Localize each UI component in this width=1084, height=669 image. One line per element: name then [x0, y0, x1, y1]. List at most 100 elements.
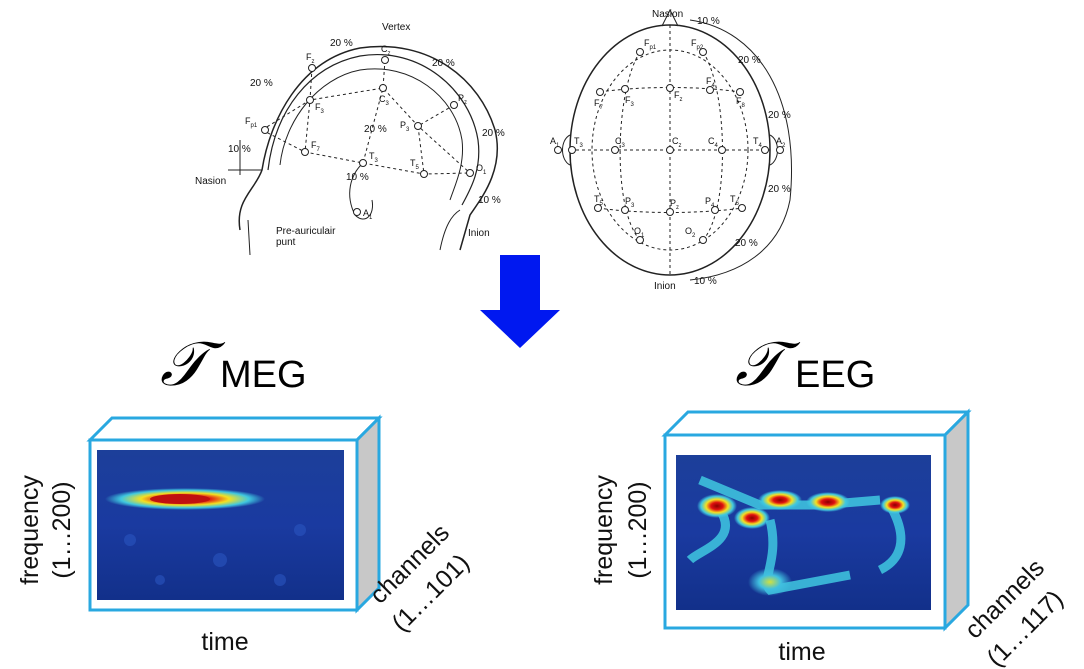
- electrode: [302, 149, 309, 156]
- electrode-sub: 2: [692, 233, 696, 239]
- electrode-label: P3: [400, 120, 410, 133]
- electrode-sub: z: [680, 97, 683, 103]
- electrode: [421, 171, 428, 178]
- electrode-sub: 3: [631, 102, 635, 108]
- electrode-sub: z: [676, 205, 679, 211]
- electrode-label: F3: [315, 102, 325, 115]
- electrode-sub: p2: [697, 45, 704, 51]
- inion-label: Inion: [468, 228, 490, 239]
- electrode-sub: 3: [622, 143, 626, 149]
- electrode-label: Fp1: [245, 116, 258, 129]
- electrode-sub: 3: [631, 203, 635, 209]
- ear-label: Pre-auriculair: [276, 226, 336, 237]
- y-axis-range: (1…200): [48, 481, 76, 578]
- electrode: [354, 209, 361, 216]
- electrode-sub: 1: [369, 215, 373, 221]
- nasion-label: Nasion: [652, 9, 683, 20]
- x-axis-label: time: [201, 628, 248, 656]
- electrode-label: Fp2: [691, 38, 704, 51]
- electrode: [762, 147, 769, 154]
- electrode-sub: 4: [715, 143, 719, 149]
- percent-label: 20 %: [364, 124, 387, 135]
- electrode: [382, 57, 389, 64]
- electrode: [719, 147, 726, 154]
- electrode-sub: 3: [375, 158, 379, 164]
- electrode: [307, 97, 314, 104]
- electrode-label: Fp1: [644, 38, 657, 51]
- x-axis-label: time: [778, 638, 825, 666]
- electrode-letter: O: [685, 226, 692, 236]
- electrode: [622, 86, 629, 93]
- electrode-sub: 4: [712, 83, 716, 89]
- vertex-label: Vertex: [382, 22, 410, 33]
- electrode-label: O1: [476, 163, 487, 176]
- percent-label: 20 %: [330, 38, 353, 49]
- percent-label: 10 %: [697, 16, 720, 27]
- tensor-eeg-box: [665, 412, 968, 628]
- electrode-label: T6: [730, 194, 740, 207]
- electrode: [415, 123, 422, 130]
- nasion-label: Nasion: [195, 176, 226, 187]
- electrode: [737, 89, 744, 96]
- electrode-label: F8: [736, 96, 746, 109]
- percent-label: 10 %: [478, 195, 501, 206]
- electrode-sub: 3: [580, 143, 584, 149]
- percent-label: 20 %: [768, 110, 791, 121]
- electrode-letter: O: [476, 163, 483, 173]
- tensor-symbol: 𝒯: [160, 327, 226, 400]
- electrode-label: O2: [685, 226, 696, 239]
- electrode-sub: 2: [782, 143, 786, 149]
- electrode: [360, 160, 367, 167]
- electrode-label: Fz: [306, 52, 315, 65]
- electrode-label: Fz: [674, 90, 683, 103]
- percent-label: 20 %: [768, 184, 791, 195]
- electrode-sub: 5: [416, 165, 420, 171]
- electrode: [451, 102, 458, 109]
- electrode-label: F3: [625, 95, 635, 108]
- figure: Vertex Nasion Inion Pre-auriculairpunt 20 % 2…: [0, 0, 1084, 669]
- electrode-label: T3: [369, 151, 379, 164]
- percent-label: 20 %: [735, 238, 758, 249]
- electrode-sub: p1: [650, 45, 657, 51]
- electrode-label: P4: [705, 196, 715, 209]
- electrode-label: A1: [550, 136, 560, 149]
- electrode: [622, 207, 629, 214]
- electrode-sub: z: [388, 51, 391, 57]
- electrode-label: T3: [574, 136, 584, 149]
- electrode-sub: 7: [317, 147, 321, 153]
- electrode: [597, 89, 604, 96]
- electrode-sub: 8: [742, 103, 746, 109]
- tensor-subscript: EEG: [795, 354, 875, 396]
- tensor-symbol: 𝒯: [735, 327, 801, 400]
- electrode-label: T4: [753, 136, 763, 149]
- electrode-sub: p1: [251, 123, 258, 129]
- tensor-subscript: MEG: [220, 354, 307, 396]
- electrode-sub: z: [464, 100, 467, 106]
- percent-label: 10 %: [346, 172, 369, 183]
- electrode: [309, 65, 316, 72]
- electrode-label: Cz: [672, 136, 682, 149]
- y-axis-label: frequency: [16, 475, 44, 585]
- electrode-sub: 5: [600, 201, 604, 207]
- electrode-sub: 1: [483, 170, 487, 176]
- electrode-label: C4: [708, 136, 719, 149]
- electrode-sub: 1: [641, 233, 645, 239]
- electrode: [667, 85, 674, 92]
- electrode: [739, 205, 746, 212]
- percent-label: 10 %: [228, 144, 251, 155]
- electrode: [637, 49, 644, 56]
- electrode-letter: O: [634, 226, 641, 236]
- electrode-sub: 3: [321, 109, 325, 115]
- y-axis-range: (1…200): [624, 481, 652, 578]
- electrode: [700, 237, 707, 244]
- ear-label: punt: [276, 237, 296, 248]
- electrode-sub: z: [312, 59, 315, 65]
- electrode-label: Pz: [458, 93, 467, 106]
- electrode: [667, 147, 674, 154]
- arrow: [480, 255, 560, 348]
- percent-label: 10 %: [694, 276, 717, 287]
- percent-label: 20 %: [250, 78, 273, 89]
- y-axis-label: frequency: [590, 475, 618, 585]
- electrode: [467, 170, 474, 177]
- electrode: [380, 85, 387, 92]
